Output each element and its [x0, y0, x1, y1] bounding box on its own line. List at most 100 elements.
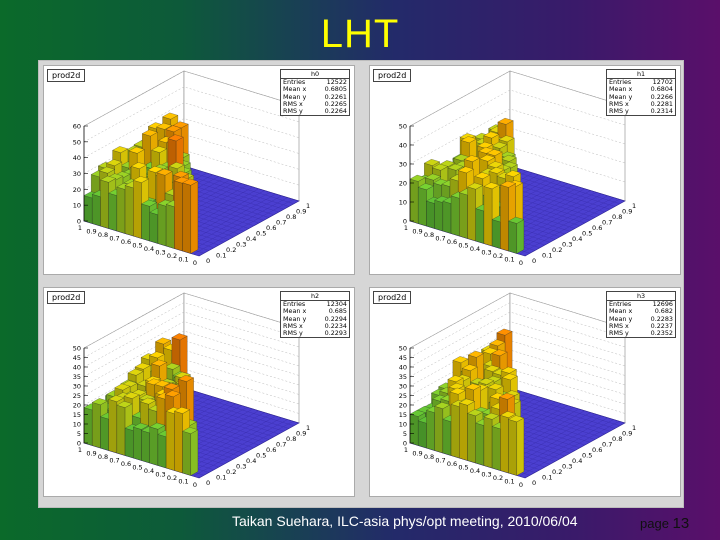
y-tick-label: 0.5 — [582, 230, 592, 238]
bar-top — [100, 175, 117, 183]
x-tick-label: 0.7 — [109, 457, 119, 465]
bar-top — [164, 362, 181, 370]
z-tick-label: 5 — [77, 430, 81, 438]
y-tick-label: 0.9 — [296, 208, 306, 216]
stats-key: Mean y — [609, 92, 633, 101]
stats-key: Entries — [283, 78, 306, 86]
bar-top — [489, 339, 506, 347]
bar-side — [149, 212, 159, 244]
y-tick-label: 0.3 — [562, 463, 572, 471]
stats-key: Mean x — [609, 85, 633, 94]
x-tick-label: 0.9 — [412, 228, 422, 236]
x-tick-label: 0.5 — [458, 242, 468, 250]
bar-top — [447, 163, 464, 171]
bar-top — [409, 174, 426, 182]
bar-top — [500, 180, 517, 188]
stats-key: Entries — [283, 300, 306, 308]
stats-value: 12696 — [652, 300, 673, 308]
bar-top — [182, 427, 199, 434]
bar-top — [127, 368, 144, 376]
z-tick-label: 35 — [73, 373, 81, 381]
y-tick-label: 0.4 — [246, 457, 256, 465]
z-tick-label: 40 — [399, 142, 407, 150]
stats-row: Mean y 0.2266 — [607, 92, 675, 101]
bar-top — [147, 166, 164, 173]
bar-top — [477, 141, 494, 149]
bar-side — [508, 220, 517, 254]
bar-side — [426, 200, 435, 229]
y-tick-label: 0.8 — [286, 213, 296, 221]
bar-top — [132, 422, 149, 430]
x-tick-label: 0.6 — [447, 238, 457, 246]
bar-side — [100, 179, 109, 229]
bar-top — [460, 136, 477, 143]
y-tick-label: 0.6 — [266, 224, 276, 232]
bar-side — [483, 186, 493, 247]
stats-value: 0.2266 — [650, 92, 673, 101]
x-tick-label: 0 — [193, 259, 197, 267]
pad-label: prod2d — [373, 69, 412, 82]
stats-value: 12522 — [326, 78, 347, 86]
stats-box: h3 Entries 12696 Mean x 0.682 Mean y 0.2283… — [606, 291, 676, 339]
bar-top — [452, 356, 469, 363]
bar-side — [459, 192, 468, 239]
z-tick-label: 50 — [73, 345, 81, 353]
bar-top — [177, 375, 194, 382]
bar-top — [432, 163, 449, 171]
slide-footer: Taikan Suehara, ILC-asia phys/opt meetin… — [232, 513, 578, 529]
z-tick-label: 10 — [73, 421, 81, 429]
bar-side — [459, 402, 468, 461]
stats-row: RMS y 0.2293 — [281, 329, 349, 337]
bar-top — [505, 170, 522, 177]
bar-side — [434, 199, 443, 232]
bar-top — [496, 328, 513, 336]
x-tick-label: 0.5 — [132, 242, 142, 250]
bar-side — [492, 219, 501, 249]
bar-top — [484, 365, 501, 372]
bar-top — [164, 390, 181, 398]
stats-key: Mean y — [609, 314, 633, 323]
bar-side — [516, 417, 525, 476]
y-tick-label: 0 — [532, 257, 536, 265]
y-tick-label: 0.7 — [276, 441, 286, 449]
y-tick-label: 0.5 — [256, 452, 266, 460]
bar-top — [508, 216, 525, 224]
bar-top — [498, 135, 515, 143]
bar-side — [475, 208, 485, 244]
bar-top — [500, 366, 517, 374]
stats-value: 0.2261 — [324, 92, 347, 101]
y-tick-label: 1 — [632, 202, 636, 210]
stats-row: Entries 12522 — [281, 78, 349, 86]
z-tick-label: 50 — [399, 123, 407, 131]
bar-top — [457, 166, 474, 174]
bar-side — [124, 185, 134, 237]
bar-top — [487, 161, 504, 168]
histogram-pad-h2: 0 5 10 15 20 25 30 35 40 45 50 1 0.9 0.8 0.7 0.6 0.5 0.4 0… — [43, 287, 355, 497]
z-tick-label: 0 — [77, 218, 81, 226]
bar-top — [500, 154, 517, 162]
z-tick-label: 20 — [73, 402, 81, 410]
bar-top — [91, 398, 108, 405]
lego-bar — [508, 216, 525, 254]
stats-row: RMS y 0.2314 — [607, 107, 675, 115]
stats-value: 0.2265 — [324, 99, 347, 108]
x-tick-label: 0.8 — [98, 453, 108, 461]
bar-top — [106, 159, 123, 166]
bar-side — [133, 426, 142, 461]
y-tick-label: 0.9 — [622, 208, 632, 216]
y-tick-label: 0.6 — [592, 446, 602, 454]
y-tick-label: 0.6 — [592, 224, 602, 232]
y-tick-label: 0.8 — [612, 435, 622, 443]
stats-value: 0.2234 — [324, 321, 347, 330]
bar-top — [130, 162, 147, 169]
bar-top — [423, 159, 440, 166]
bar-top — [151, 359, 168, 367]
histogram-pad-h1: 0 10 20 30 40 50 1 0.9 0.8 0.7 0.6 0.5 0.4 0.3 0.2 0.1 0… — [369, 65, 681, 275]
y-tick-label: 0.6 — [266, 446, 276, 454]
bar-top — [149, 351, 166, 359]
bar-side — [418, 187, 427, 227]
bar-top — [461, 364, 478, 371]
bar-side — [174, 180, 183, 252]
bar-top — [463, 155, 480, 162]
